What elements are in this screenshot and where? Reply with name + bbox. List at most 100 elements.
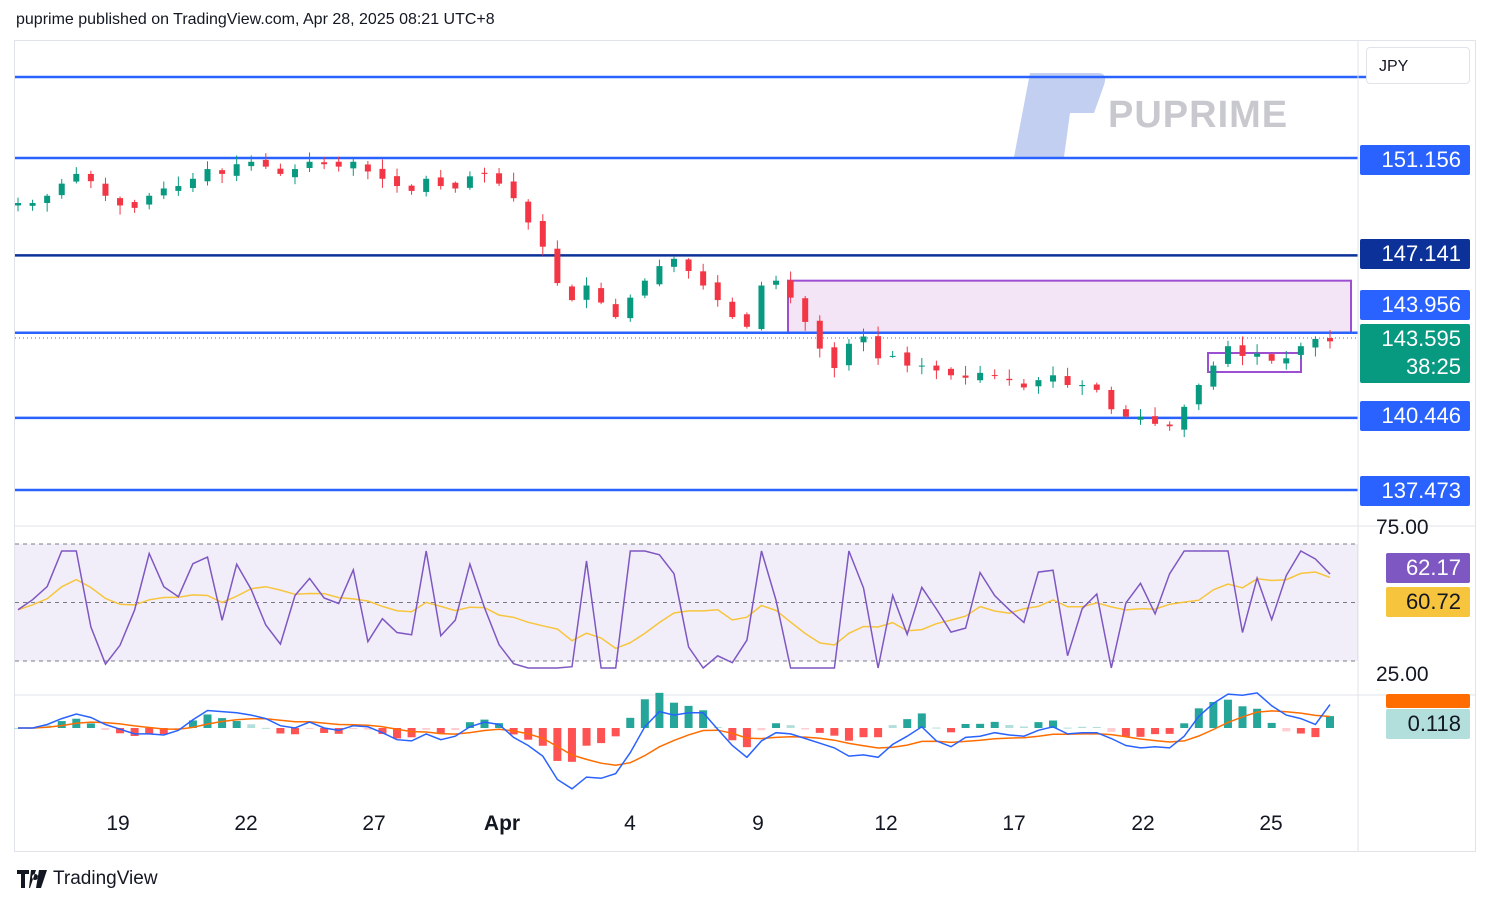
macd-histogram-bar	[1049, 720, 1058, 728]
macd-histogram-bar	[305, 728, 314, 729]
candle-body	[496, 173, 503, 184]
x-label-apr: Apr	[483, 812, 521, 835]
candle-body	[233, 164, 240, 176]
currency-label[interactable]: JPY	[1366, 47, 1470, 84]
candle-body	[204, 169, 211, 182]
macd-histogram-bar	[1151, 728, 1160, 735]
candle-body	[1166, 424, 1173, 427]
macd-histogram-bar	[1253, 708, 1262, 728]
macd-histogram-bar	[276, 728, 285, 734]
candle-body	[1079, 385, 1086, 387]
candle-body	[291, 169, 298, 178]
macd-histogram-bar	[815, 728, 824, 733]
candle-body	[656, 266, 663, 285]
candle-body	[816, 320, 823, 349]
tradingview-logo-icon	[17, 870, 47, 888]
macd-histogram-bar	[116, 728, 125, 734]
macd-histogram-bar	[349, 728, 358, 729]
candle-body	[1050, 375, 1057, 382]
rsi-line	[17, 549, 1331, 670]
macd-histogram-bar	[130, 728, 139, 736]
macd-histogram-bar	[772, 723, 781, 728]
candle-body	[947, 368, 954, 376]
macd-line	[18, 692, 1331, 790]
candle-body	[1093, 384, 1100, 390]
level-label-3: 143.956	[1360, 290, 1470, 320]
last-price: 143.595	[1381, 326, 1461, 351]
macd-histogram-bar	[145, 728, 154, 735]
candle-body	[350, 161, 357, 169]
macd-histogram-bar	[393, 728, 402, 739]
candle-body	[1283, 358, 1290, 364]
macd-histogram-bar	[1223, 699, 1232, 728]
macd-hidden-label	[1386, 694, 1470, 708]
candle-body	[321, 162, 328, 165]
candle-body	[1268, 354, 1275, 361]
candle-body	[1181, 406, 1188, 430]
macd-histogram-bar	[261, 727, 270, 729]
macd-histogram-bar	[684, 705, 693, 728]
macd-histogram-bar	[320, 728, 329, 733]
macd-histogram-bar	[961, 723, 970, 728]
candle-body	[1254, 353, 1261, 357]
candle-body	[189, 178, 196, 188]
macd-histogram-bar	[188, 720, 197, 728]
macd-histogram-bar	[1282, 728, 1291, 732]
candle-body	[729, 301, 736, 318]
macd-histogram-bar	[538, 728, 547, 746]
rsi-lower-label: 25.00	[1376, 663, 1429, 686]
tradingview-footer[interactable]: TradingView	[17, 868, 158, 890]
candle-body	[15, 203, 21, 206]
macd-histogram-bar	[567, 728, 576, 762]
candle-body	[452, 182, 459, 189]
macd-histogram-bar	[932, 727, 941, 729]
candle-body	[379, 168, 386, 179]
x-label-22b: 22	[1131, 812, 1155, 835]
candle-body	[1020, 383, 1027, 388]
macd-histogram-bar	[844, 728, 853, 741]
macd-histogram-bar	[1296, 728, 1305, 734]
macd-histogram-bar	[451, 728, 460, 731]
macd-histogram-bar	[655, 692, 664, 728]
macd-histogram-bar	[976, 723, 985, 728]
macd-histogram-bar	[611, 728, 620, 737]
resistance-zone	[787, 279, 1352, 334]
macd-histogram-bar	[1121, 728, 1130, 737]
candle-body	[889, 355, 896, 357]
candle-body	[685, 259, 692, 271]
candle-body	[262, 159, 269, 167]
macd-histogram-bar	[757, 728, 766, 731]
candle-body	[962, 375, 969, 378]
macd-histogram-bar	[203, 714, 212, 728]
candle-body	[525, 201, 532, 223]
macd-histogram-bar	[57, 721, 66, 728]
chart-frame	[14, 40, 1476, 852]
x-label-22: 22	[234, 812, 258, 835]
candle-body	[758, 285, 765, 330]
candle-body	[598, 288, 605, 303]
candle-body	[117, 198, 124, 206]
macd-histogram-bar	[626, 717, 635, 728]
candle-body	[977, 372, 984, 381]
last-price-badge: 143.595 38:25	[1360, 324, 1470, 383]
rsi-ma-line	[17, 571, 1331, 650]
candle-body	[1006, 378, 1013, 381]
macd-histogram-bar	[86, 723, 95, 728]
macd-histogram-bar	[1209, 701, 1218, 728]
candle-body	[1035, 380, 1042, 387]
macd-histogram-bar	[597, 728, 606, 744]
candle-body	[437, 177, 444, 187]
macd-histogram-bar	[699, 710, 708, 728]
candle-body	[539, 221, 546, 247]
level-label-2: 147.141	[1360, 239, 1470, 269]
macd-histogram-bar	[480, 719, 489, 728]
candle-body	[802, 298, 809, 322]
macd-histogram-bar	[786, 725, 795, 728]
candle-body	[743, 314, 750, 327]
candle-body	[1137, 416, 1144, 420]
candle-body	[335, 161, 342, 167]
candle-body	[44, 195, 51, 203]
macd-histogram-bar	[1019, 726, 1028, 728]
macd-histogram-bar	[1063, 727, 1072, 729]
